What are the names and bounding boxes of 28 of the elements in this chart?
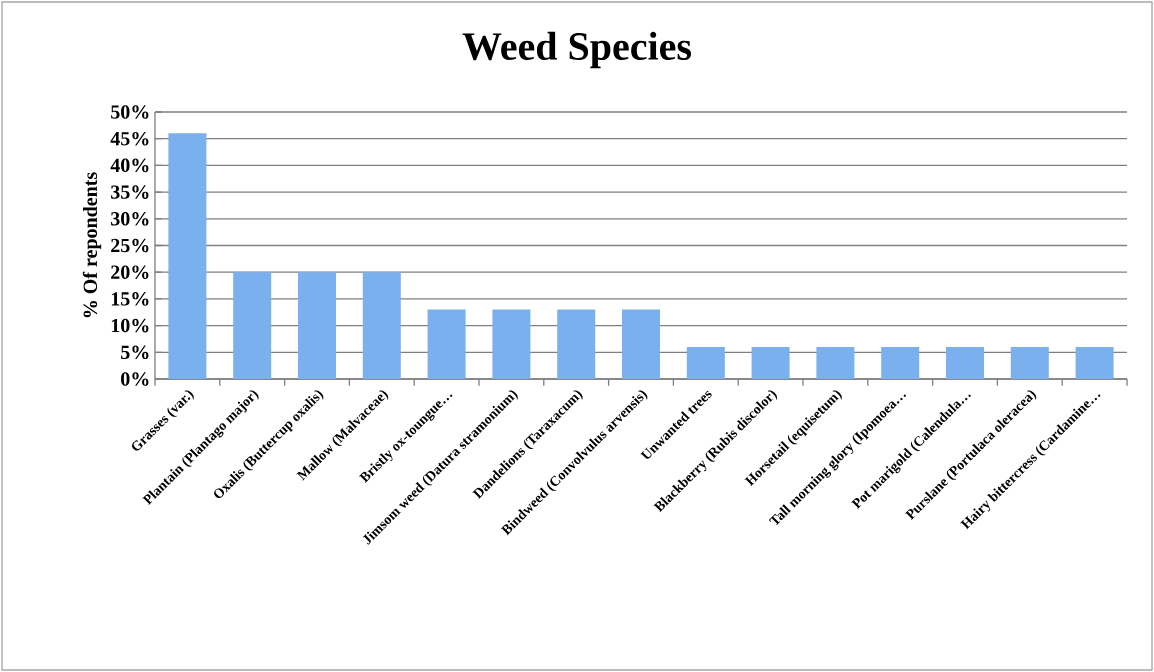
y-tick-label: 40% [110, 158, 149, 173]
bar [168, 133, 207, 379]
y-tick-label: 35% [111, 185, 149, 199]
bar [686, 346, 725, 379]
y-tick-label: 0% [121, 372, 149, 386]
chart-title: Weed Species [462, 31, 692, 69]
y-tick-label: 45% [110, 131, 149, 146]
bar [362, 272, 401, 379]
y-tick-label: 20% [111, 265, 149, 279]
y-axis-title: % Of repondents [82, 172, 102, 318]
bar [1075, 346, 1114, 379]
bar [492, 309, 531, 379]
bar [1010, 346, 1049, 379]
y-tick-label: 30% [111, 212, 149, 226]
bar [557, 309, 596, 379]
bar [233, 272, 272, 379]
y-tick-label: 10% [111, 318, 149, 333]
y-tick-label: 5% [121, 345, 149, 360]
bar [622, 309, 660, 379]
bar [816, 346, 855, 379]
bar [751, 346, 790, 379]
bar [946, 346, 984, 379]
y-tick-label: 50% [111, 105, 149, 119]
bar [427, 309, 466, 379]
y-tick-label: 15% [111, 292, 149, 306]
bar [881, 346, 920, 379]
y-tick-label: 25% [111, 238, 149, 253]
bar [298, 272, 336, 379]
